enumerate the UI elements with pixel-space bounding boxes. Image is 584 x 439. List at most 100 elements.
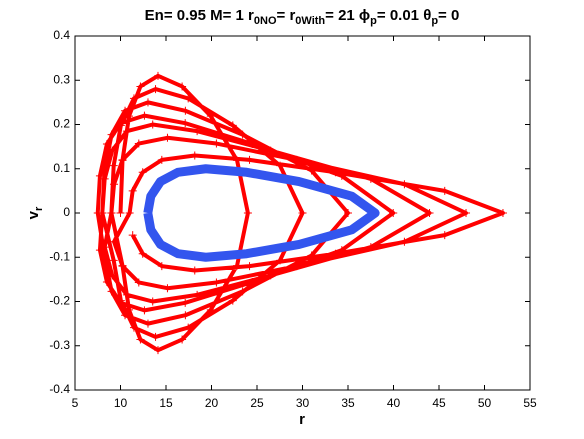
text-part: En= 0.95 M= 1 r (145, 7, 254, 24)
plus-marker (181, 106, 190, 115)
x-tick-label: 50 (478, 396, 492, 410)
y-axis-label: vr (25, 206, 45, 219)
y-tick-label: 0.1 (53, 161, 70, 175)
plus-marker (102, 278, 111, 287)
plus-marker (400, 180, 409, 189)
plus-marker (148, 297, 157, 306)
plus-marker (153, 346, 162, 355)
plus-marker (243, 209, 252, 217)
text-part: = r (277, 7, 296, 24)
plus-marker (248, 278, 257, 287)
plus-marker (138, 168, 147, 177)
plus-marker (212, 278, 221, 287)
plus-marker (366, 174, 375, 183)
plus-marker (292, 155, 301, 164)
plus-marker (121, 311, 130, 320)
plus-marker (462, 209, 471, 217)
plus-marker (193, 290, 202, 299)
plus-marker (136, 82, 145, 91)
plus-marker (181, 119, 190, 128)
plus-marker (184, 323, 193, 332)
plus-marker (116, 209, 125, 217)
plus-marker (140, 306, 149, 315)
subscript: p (431, 15, 438, 27)
plus-marker (108, 271, 117, 280)
plus-marker (178, 335, 187, 344)
plus-marker (100, 166, 109, 175)
plus-marker (266, 271, 275, 280)
plus-marker (128, 186, 137, 195)
plus-marker (109, 161, 118, 170)
plus-marker (276, 161, 285, 170)
plus-marker (157, 262, 166, 271)
subscript: p (370, 15, 377, 27)
y-tick-label: -0.2 (49, 294, 70, 308)
plus-marker (98, 209, 107, 217)
plus-marker (440, 231, 449, 240)
plus-marker (100, 174, 109, 183)
y-tick-label: 0.2 (53, 117, 70, 131)
plus-marker (190, 151, 199, 160)
plus-marker (122, 290, 131, 299)
series-trail (95, 73, 505, 353)
plus-marker (153, 71, 162, 80)
plus-marker (125, 209, 134, 217)
plus-marker (245, 262, 254, 271)
plus-marker (238, 287, 247, 296)
plus-marker (107, 209, 116, 217)
plus-marker (307, 251, 316, 260)
plus-marker (125, 305, 134, 314)
plus-marker (134, 139, 143, 148)
plus-marker (143, 319, 152, 328)
plus-marker (298, 209, 307, 217)
plus-marker (206, 305, 215, 314)
plus-marker (107, 287, 116, 296)
x-axis-label: r (299, 411, 305, 428)
y-tick-label: 0.3 (53, 72, 70, 86)
plus-marker (193, 127, 202, 136)
plus-marker (337, 246, 346, 255)
plus-marker (228, 296, 237, 305)
plus-marker (233, 261, 242, 270)
plus-marker (440, 186, 449, 195)
plus-marker (110, 180, 119, 189)
plus-marker (118, 155, 127, 164)
plus-marker (181, 311, 190, 320)
x-tick-label: 40 (387, 396, 401, 410)
text-part: v (25, 210, 42, 219)
plus-marker (212, 139, 221, 148)
plus-marker (233, 156, 242, 165)
plus-marker (178, 82, 187, 91)
plus-marker (181, 298, 190, 307)
plus-marker (163, 284, 172, 293)
plus-marker (331, 168, 340, 177)
plus-marker (100, 243, 109, 252)
x-tick-label: 25 (250, 396, 264, 410)
y-tick-label: 0.4 (53, 28, 70, 42)
plus-marker (245, 155, 254, 164)
x-tick-label: 20 (205, 396, 219, 410)
plus-marker (107, 130, 116, 139)
plus-marker (116, 119, 125, 128)
plus-marker (128, 231, 137, 240)
plus-marker (228, 121, 237, 130)
plus-marker (151, 85, 160, 94)
plus-marker (276, 256, 285, 265)
plus-marker (307, 166, 316, 175)
x-tick-label: 5 (72, 396, 79, 410)
y-tick-label: -0.1 (49, 249, 70, 263)
plus-marker (134, 278, 143, 287)
plus-marker (266, 146, 275, 155)
plus-marker (248, 139, 257, 148)
plus-marker (129, 94, 138, 103)
plus-marker (118, 262, 127, 271)
x-tick-label: 55 (523, 396, 537, 410)
plus-marker (95, 246, 104, 255)
plus-marker (108, 146, 117, 155)
plus-marker (151, 332, 160, 341)
plus-marker (95, 171, 104, 180)
text-part: = 0 (438, 7, 459, 24)
